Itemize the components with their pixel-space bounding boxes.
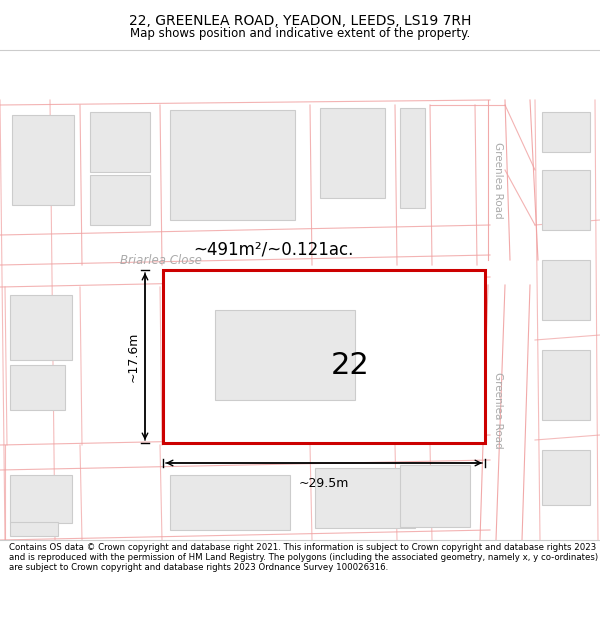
Bar [542,450,590,505]
Bar [400,108,425,208]
Bar [90,112,150,172]
Bar [12,115,74,205]
Bar [400,465,470,527]
Bar [542,170,590,230]
Text: Map shows position and indicative extent of the property.: Map shows position and indicative extent… [130,27,470,40]
Text: ~491m²/~0.121ac.: ~491m²/~0.121ac. [193,240,353,258]
Bar [10,522,58,536]
Bar [170,110,295,220]
Bar [320,108,385,198]
Bar [215,310,355,400]
Text: Greenlea Road: Greenlea Road [493,372,503,448]
Bar [10,475,72,523]
Bar [10,295,72,360]
Text: 22, GREENLEA ROAD, YEADON, LEEDS, LS19 7RH: 22, GREENLEA ROAD, YEADON, LEEDS, LS19 7… [129,14,471,28]
Bar [542,260,590,320]
Bar [542,112,590,152]
Bar [90,175,150,225]
Bar [10,365,65,410]
Text: Briarlea Close: Briarlea Close [120,254,202,266]
Text: ~29.5m: ~29.5m [299,477,349,490]
Bar [163,270,485,443]
Text: 22: 22 [331,351,369,379]
Bar [315,468,415,528]
Bar [542,350,590,420]
Text: ~17.6m: ~17.6m [127,331,140,382]
Bar [170,475,290,530]
Text: Contains OS data © Crown copyright and database right 2021. This information is : Contains OS data © Crown copyright and d… [9,542,598,572]
Text: Greenlea Road: Greenlea Road [493,142,503,218]
